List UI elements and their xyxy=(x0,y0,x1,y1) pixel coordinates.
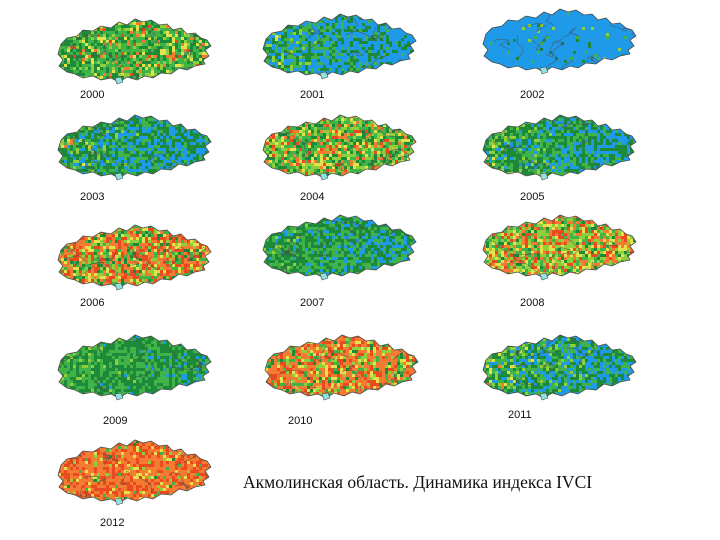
map-2004 xyxy=(260,112,420,181)
map-2002 xyxy=(480,6,640,75)
map-2005 xyxy=(480,112,640,181)
lake-shape xyxy=(319,71,329,80)
map-2000 xyxy=(55,16,215,85)
map-2001 xyxy=(260,11,420,80)
lake-shape xyxy=(539,392,549,401)
year-label-2002: 2002 xyxy=(520,89,545,101)
lake-shape xyxy=(539,272,549,281)
year-label-2006: 2006 xyxy=(80,297,105,309)
lake-shape xyxy=(114,76,124,85)
map-2009 xyxy=(55,332,215,401)
lake-shape xyxy=(539,172,549,181)
map-2011 xyxy=(480,332,640,401)
year-label-2008: 2008 xyxy=(520,297,545,309)
map-2006 xyxy=(55,222,215,291)
lake-shape xyxy=(321,392,331,401)
year-label-2007: 2007 xyxy=(300,297,325,309)
lake-shape xyxy=(319,272,329,281)
map-2008 xyxy=(480,212,640,281)
year-label-2004: 2004 xyxy=(300,191,325,203)
map-2007 xyxy=(260,212,420,281)
year-label-2010: 2010 xyxy=(288,415,313,427)
map-2012 xyxy=(55,437,215,506)
year-label-2012: 2012 xyxy=(100,517,125,529)
lake-shape xyxy=(539,66,549,75)
figure-caption: Акмолинская область. Динамика индекса IV… xyxy=(243,472,593,492)
lake-shape xyxy=(114,392,124,401)
map-2010 xyxy=(262,332,422,401)
year-label-2005: 2005 xyxy=(520,191,545,203)
lake-shape xyxy=(114,282,124,291)
lake-shape xyxy=(114,172,124,181)
year-label-2000: 2000 xyxy=(80,89,105,101)
lake-shape xyxy=(319,172,329,181)
year-label-2011: 2011 xyxy=(508,409,532,421)
year-label-2001: 2001 xyxy=(300,89,325,101)
year-label-2003: 2003 xyxy=(80,191,105,203)
lake-shape xyxy=(114,497,124,506)
map-2003 xyxy=(55,112,215,181)
year-label-2009: 2009 xyxy=(103,415,128,427)
